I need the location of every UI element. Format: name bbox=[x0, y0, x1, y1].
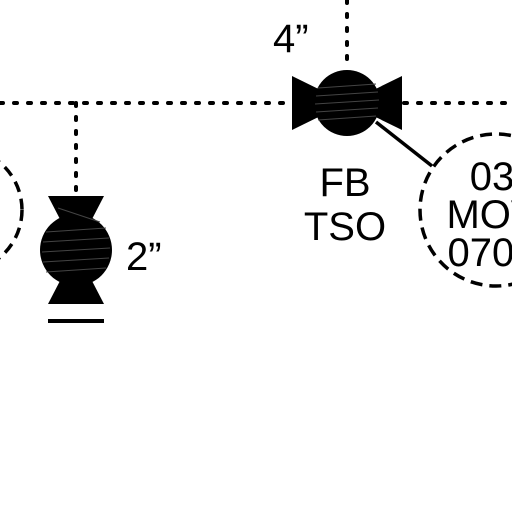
instrument-bubble-line-1: 03 bbox=[470, 155, 512, 199]
instrument-bubble[interactable] bbox=[418, 132, 512, 288]
leader-line bbox=[374, 120, 434, 168]
ball-valve-main[interactable] bbox=[292, 70, 402, 136]
instrument-bubble-line-3: 0702 bbox=[448, 231, 512, 275]
valve-hatching bbox=[41, 207, 111, 273]
main-valve-tag-line-2: TSO bbox=[304, 205, 386, 249]
main-valve-size-label: 4” bbox=[273, 17, 309, 61]
branch-valve-size-label: 2” bbox=[126, 235, 162, 279]
main-valve-tag-line-1: FB bbox=[319, 161, 370, 205]
ball-valve-branch[interactable] bbox=[40, 196, 112, 304]
instrument-bubble-line-2: MOV bbox=[446, 193, 512, 237]
partial-instrument-bubble-left bbox=[0, 160, 24, 260]
valve-hatching bbox=[314, 83, 380, 121]
